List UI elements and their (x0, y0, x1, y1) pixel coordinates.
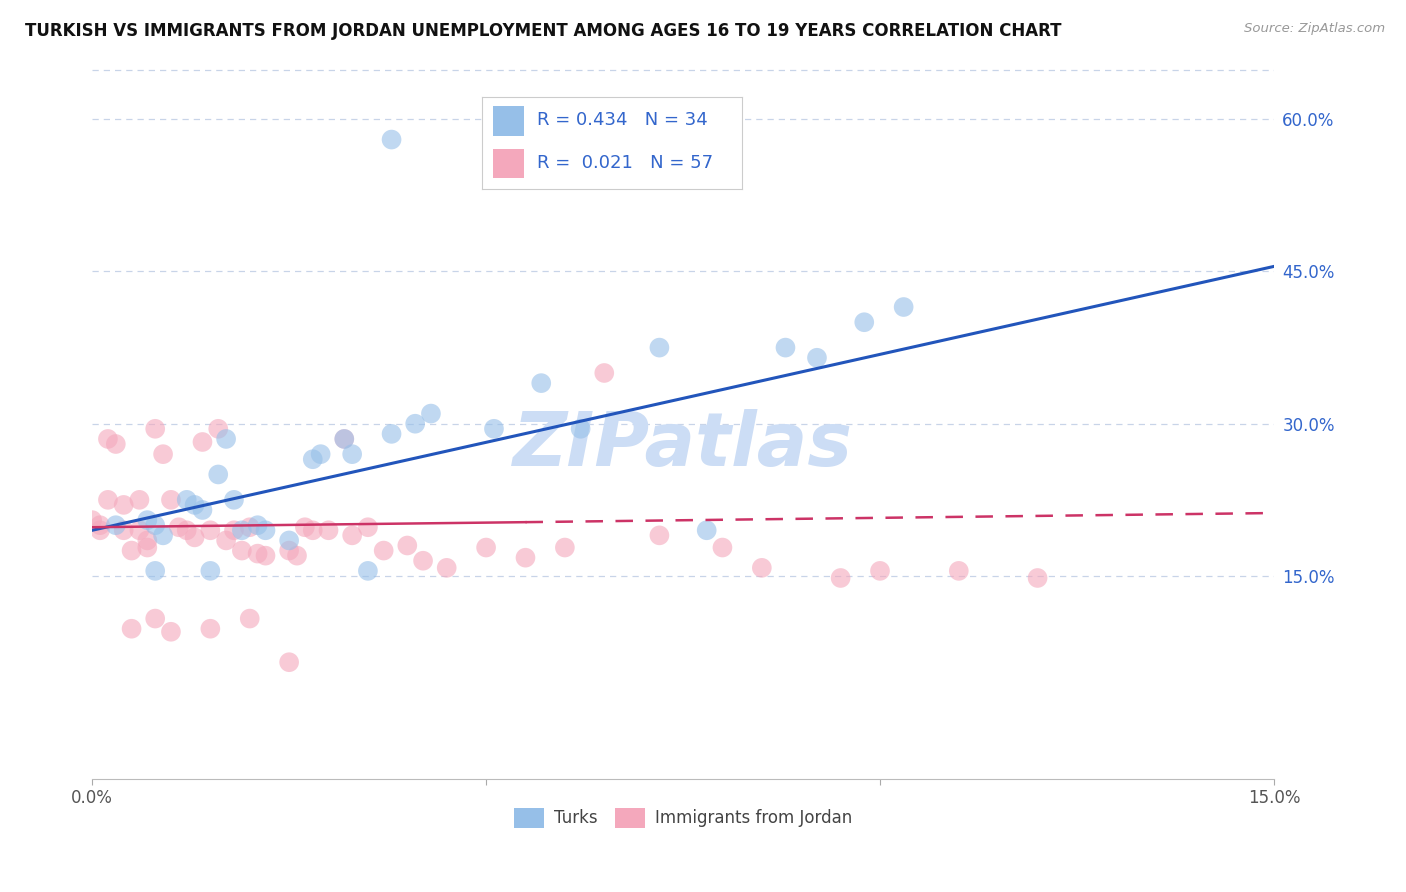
Point (136, 533, 159, 548)
Point (404, 417, 426, 431)
Point (648, 341, 671, 355)
Point (696, 523, 718, 537)
Point (200, 564, 222, 578)
Point (121, 543, 143, 558)
Point (1026, 571, 1049, 585)
Point (239, 520, 262, 534)
Point (97, 432, 120, 446)
Point (285, 549, 308, 563)
Point (89, 518, 111, 533)
Point (357, 564, 380, 578)
Point (191, 435, 214, 450)
Point (301, 523, 323, 537)
Point (853, 315, 876, 329)
Point (112, 523, 135, 537)
Point (222, 492, 245, 507)
Point (340, 447, 363, 461)
Point (830, 571, 852, 585)
Point (340, 528, 363, 542)
Point (89, 523, 111, 537)
Point (183, 530, 205, 544)
Point (948, 564, 970, 578)
Point (200, 622, 222, 636)
Point (333, 432, 356, 446)
Point (207, 422, 229, 436)
Point (152, 447, 174, 461)
Point (183, 498, 205, 512)
Point (482, 422, 505, 436)
Point (112, 498, 135, 512)
Point (143, 518, 166, 533)
Point (215, 533, 238, 548)
Point (593, 366, 616, 380)
Point (143, 422, 166, 436)
Point (396, 539, 419, 553)
Point (143, 564, 166, 578)
Point (239, 611, 262, 625)
Point (231, 543, 253, 558)
Point (569, 422, 592, 436)
Point (333, 432, 356, 446)
Point (97, 492, 120, 507)
Point (436, 561, 458, 575)
Legend: Turks, Immigrants from Jordan: Turks, Immigrants from Jordan (508, 801, 859, 835)
Point (82, 513, 104, 527)
Point (309, 447, 332, 461)
Point (176, 523, 198, 537)
Point (554, 541, 576, 555)
Point (136, 513, 159, 527)
Point (318, 523, 340, 537)
Point (373, 543, 395, 558)
Point (128, 523, 150, 537)
Point (215, 432, 238, 446)
Point (231, 523, 253, 537)
Point (893, 300, 915, 314)
Point (136, 541, 159, 555)
Point (278, 655, 301, 669)
Point (357, 520, 380, 534)
Point (104, 518, 127, 533)
Point (143, 611, 166, 625)
Point (104, 437, 127, 451)
Point (648, 528, 671, 542)
Point (412, 554, 434, 568)
Point (475, 541, 498, 555)
Point (301, 452, 323, 467)
Text: TURKISH VS IMMIGRANTS FROM JORDAN UNEMPLOYMENT AMONG AGES 16 TO 19 YEARS CORRELA: TURKISH VS IMMIGRANTS FROM JORDAN UNEMPL… (25, 22, 1062, 40)
Point (121, 622, 143, 636)
Point (278, 543, 301, 558)
Point (167, 520, 190, 534)
Text: ZIPatlas: ZIPatlas (513, 409, 853, 482)
Point (207, 467, 229, 482)
Point (200, 523, 222, 537)
Point (711, 541, 734, 555)
Point (254, 549, 277, 563)
Point (254, 523, 277, 537)
Point (294, 520, 316, 534)
Point (380, 426, 402, 441)
Point (191, 503, 214, 517)
Point (869, 564, 891, 578)
Point (160, 624, 183, 639)
Point (530, 376, 553, 391)
Point (176, 492, 198, 507)
Point (515, 550, 537, 565)
Point (246, 518, 269, 533)
Point (775, 341, 797, 355)
Point (420, 407, 443, 421)
Point (128, 492, 150, 507)
Text: Source: ZipAtlas.com: Source: ZipAtlas.com (1244, 22, 1385, 36)
Point (160, 492, 183, 507)
Point (806, 351, 828, 365)
Point (152, 528, 174, 542)
Point (222, 523, 245, 537)
Point (380, 132, 402, 146)
Point (278, 533, 301, 548)
Point (246, 547, 269, 561)
Point (751, 561, 773, 575)
